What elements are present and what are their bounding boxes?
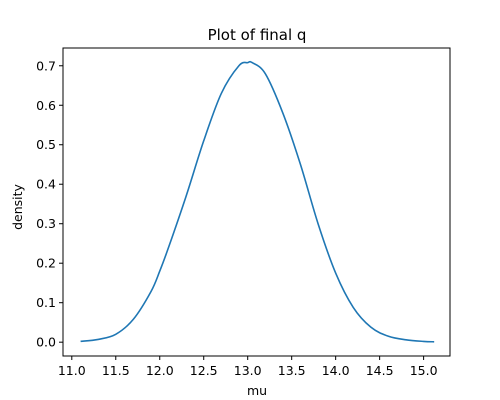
y-tick-label: 0.0 xyxy=(36,335,56,350)
y-tick-label: 0.1 xyxy=(36,295,56,310)
y-tick-label: 0.6 xyxy=(36,98,56,113)
x-tick-label: 14.0 xyxy=(322,363,350,378)
chart-title: Plot of final q xyxy=(208,26,307,44)
x-tick-label: 14.5 xyxy=(366,363,394,378)
plot-frame xyxy=(62,47,451,357)
x-axis: 11.0 11.5 12.0 12.5 13.0 13.5 14.0 14.5 15.0 xyxy=(58,356,438,378)
y-tick-label: 0.5 xyxy=(36,137,56,152)
y-tick-label: 0.4 xyxy=(36,177,56,192)
x-tick-label: 15.0 xyxy=(410,363,438,378)
x-tick-label: 12.0 xyxy=(146,363,174,378)
y-axis: 0.0 0.1 0.2 0.3 0.4 0.5 0.6 0.7 xyxy=(36,58,63,350)
y-axis-label: density xyxy=(10,183,25,229)
x-tick-label: 11.0 xyxy=(58,363,86,378)
series-line-0 xyxy=(80,60,435,343)
x-axis-label: mu xyxy=(247,383,267,398)
plot-area xyxy=(62,47,451,357)
y-tick-label: 0.3 xyxy=(36,216,56,231)
y-tick-label: 0.2 xyxy=(36,256,56,271)
y-tick-label: 0.7 xyxy=(36,58,56,73)
x-tick-label: 13.5 xyxy=(278,363,306,378)
x-tick-label: 11.5 xyxy=(102,363,130,378)
x-tick-label: 13.0 xyxy=(234,363,262,378)
x-tick-label: 12.5 xyxy=(190,363,218,378)
